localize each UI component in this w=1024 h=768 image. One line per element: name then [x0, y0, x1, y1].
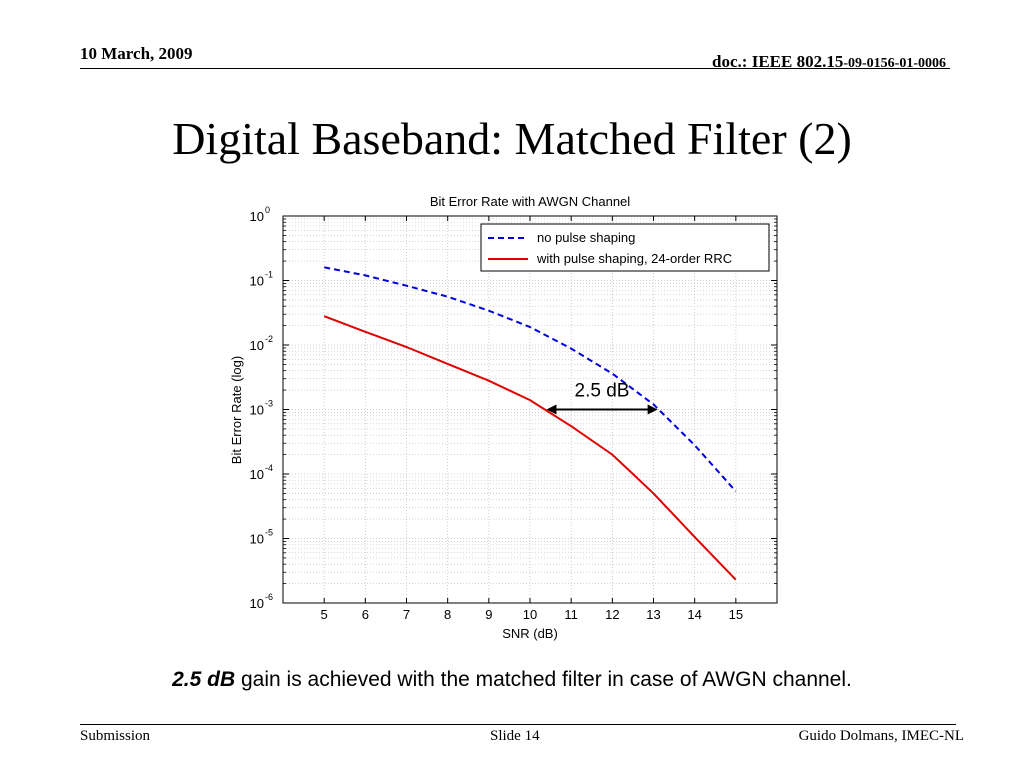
y-tick-exponent: 0: [265, 205, 270, 215]
series-line-with-pulse-shaping: [323, 315, 737, 581]
x-tick-label: 12: [605, 607, 619, 622]
x-tick-label: 15: [729, 607, 743, 622]
x-tick-label: 11: [564, 607, 578, 622]
y-tick-exponent: -2: [265, 334, 273, 344]
y-tick-label: 10: [250, 467, 264, 482]
legend: no pulse shaping with pulse shaping, 24-…: [480, 223, 770, 272]
caption: 2.5 dB gain is achieved with the matched…: [0, 668, 1024, 692]
y-tick-label: 10: [250, 209, 264, 224]
series-lines: [323, 266, 737, 581]
x-tick-label: 10: [523, 607, 537, 622]
x-tick-label: 13: [646, 607, 660, 622]
footer-author: Guido Dolmans, IMEC-NL: [798, 728, 964, 744]
x-axis-label: SNR (dB): [502, 626, 558, 641]
gain-annotation: 2.5 dB: [546, 381, 658, 415]
ber-chart: Bit Error Rate with AWGN Channel SNR (dB…: [210, 185, 810, 645]
footer-rule: [80, 724, 956, 725]
x-tick-label: 7: [403, 607, 410, 622]
gain-annotation-label: 2.5 dB: [575, 381, 630, 402]
y-tick-exponent: -6: [265, 592, 273, 602]
x-tick-label: 14: [687, 607, 701, 622]
x-tick-label: 5: [321, 607, 328, 622]
footer-slide-number: Slide 14: [490, 728, 540, 744]
legend-box: [480, 223, 770, 272]
x-tick-label: 9: [485, 607, 492, 622]
y-tick-exponent: -3: [265, 399, 273, 409]
header-doc-id: doc.: IEEE 802.15-09-0156-01-0006: [712, 52, 946, 72]
series-line-no-pulse-shaping: [324, 266, 737, 492]
y-tick-label: 10: [250, 274, 264, 289]
chart-title: Bit Error Rate with AWGN Channel: [430, 194, 630, 209]
ber-chart-svg: Bit Error Rate with AWGN Channel SNR (dB…: [229, 194, 778, 641]
legend-label-with-pulse-shaping: with pulse shaping, 24-order RRC: [536, 251, 732, 266]
y-axis-label: Bit Error Rate (log): [229, 356, 244, 464]
y-tick-label: 10: [250, 596, 264, 611]
x-tick-label: 8: [444, 607, 451, 622]
gain-arrow-head-right: [647, 404, 658, 415]
y-tick-label: 10: [250, 532, 264, 547]
y-tick-exponent: -5: [265, 528, 273, 538]
legend-label-no-pulse-shaping: no pulse shaping: [537, 230, 635, 245]
x-tick-labels: 5 6 7 8 9 10 11 12 13 14 15: [321, 607, 744, 622]
header-date: 10 March, 2009: [80, 44, 193, 63]
caption-emphasis: 2.5 dB: [172, 668, 236, 691]
x-tick-label: 6: [362, 607, 369, 622]
slide-title: Digital Baseband: Matched Filter (2): [172, 113, 852, 164]
y-tick-exponent: -4: [265, 463, 273, 473]
header-rule: [80, 68, 950, 69]
y-tick-exponent: -1: [265, 270, 273, 280]
y-tick-label: 10: [250, 403, 264, 418]
caption-text: gain is achieved with the matched filter…: [235, 668, 852, 691]
plot-frame: [282, 215, 778, 604]
header-doc-suffix: -09-0156-01-0006: [843, 56, 946, 71]
header-doc-main: doc.: IEEE 802.15: [712, 52, 844, 71]
y-tick-label: 10: [250, 338, 264, 353]
gain-arrow-head-left: [546, 404, 557, 415]
footer-submission: Submission: [80, 728, 151, 744]
